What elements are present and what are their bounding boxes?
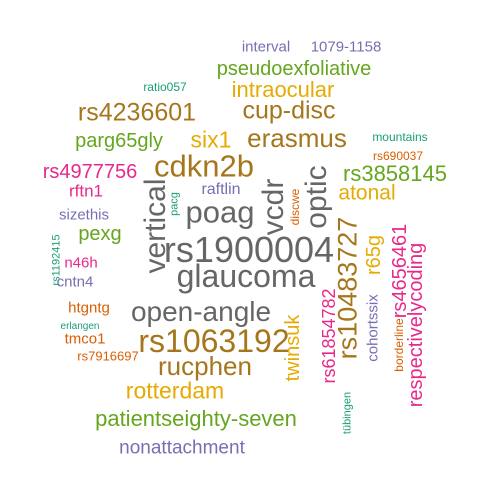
word-0: interval xyxy=(241,38,291,56)
word-36: respectivelycoding xyxy=(405,242,427,408)
word-46: rotterdam xyxy=(125,377,225,404)
word-45: rs7916697 xyxy=(77,348,139,364)
word-22: sizethis xyxy=(58,206,110,224)
word-34: htgntg xyxy=(68,299,110,317)
word-43: twinsuk xyxy=(282,314,304,382)
word-17: atonal xyxy=(338,181,396,205)
word-24: discwe xyxy=(288,188,302,226)
word-33: cntn4 xyxy=(56,273,94,291)
word-10: erasmus xyxy=(247,123,347,153)
word-3: pseudoexfoliative xyxy=(216,58,372,80)
word-20: vcdr xyxy=(257,178,290,236)
word-47: tübingen xyxy=(341,391,354,435)
word-32: glaucoma xyxy=(176,258,316,294)
word-31: n46h xyxy=(64,254,98,272)
word-27: rs1900004 xyxy=(163,229,335,270)
word-38: rs61854782 xyxy=(319,288,339,384)
word-41: tmco1 xyxy=(64,330,106,348)
word-14: rs3858145 xyxy=(343,161,447,186)
word-29: r65g xyxy=(363,234,385,276)
word-5: intraocular xyxy=(231,77,335,102)
word-49: nonattachment xyxy=(119,437,245,459)
word-11: rs690037 xyxy=(372,149,424,163)
word-6: rs4236601 xyxy=(77,98,197,127)
word-7: cup-disc xyxy=(242,96,336,125)
word-15: rftn1 xyxy=(68,181,104,201)
word-26: pexg xyxy=(78,223,122,245)
word-1: 1079-1158 xyxy=(310,38,382,56)
word-35: open-angle xyxy=(130,296,272,327)
word-12: rs4977756 xyxy=(42,161,138,183)
word-44: rucphen xyxy=(158,351,252,381)
word-16: raftlin xyxy=(201,181,241,198)
word-9: six1 xyxy=(190,126,232,153)
word-39: cohortssix xyxy=(364,294,382,362)
word-40: borderline xyxy=(392,318,406,372)
word-2: ratio057 xyxy=(143,80,187,94)
word-48: patientseighty-seven xyxy=(95,406,297,431)
word-4: mountains xyxy=(372,130,428,144)
word-13: cdkn2b xyxy=(154,148,254,184)
word-8: parg65gly xyxy=(75,130,163,152)
word-42: rs1063192 xyxy=(138,323,290,359)
word-19: poag xyxy=(185,194,255,230)
word-37: erlangen xyxy=(60,321,100,332)
word-21: optic xyxy=(300,165,333,229)
